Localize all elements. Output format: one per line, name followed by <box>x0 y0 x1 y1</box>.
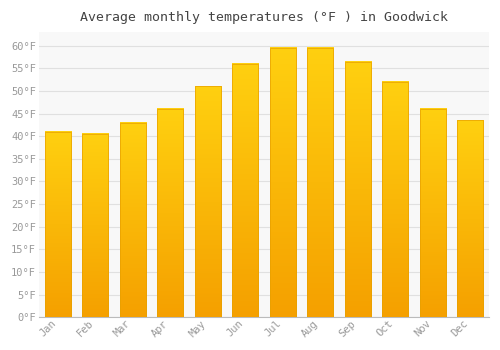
Bar <box>194 86 221 317</box>
Bar <box>420 109 446 317</box>
Title: Average monthly temperatures (°F ) in Goodwick: Average monthly temperatures (°F ) in Go… <box>80 11 448 24</box>
Bar <box>232 64 258 317</box>
Bar <box>307 48 334 317</box>
Bar <box>457 120 483 317</box>
Bar <box>270 48 296 317</box>
Bar <box>44 132 71 317</box>
Bar <box>82 134 108 317</box>
Bar <box>157 109 184 317</box>
Bar <box>382 82 408 317</box>
Bar <box>120 123 146 317</box>
Bar <box>344 62 371 317</box>
